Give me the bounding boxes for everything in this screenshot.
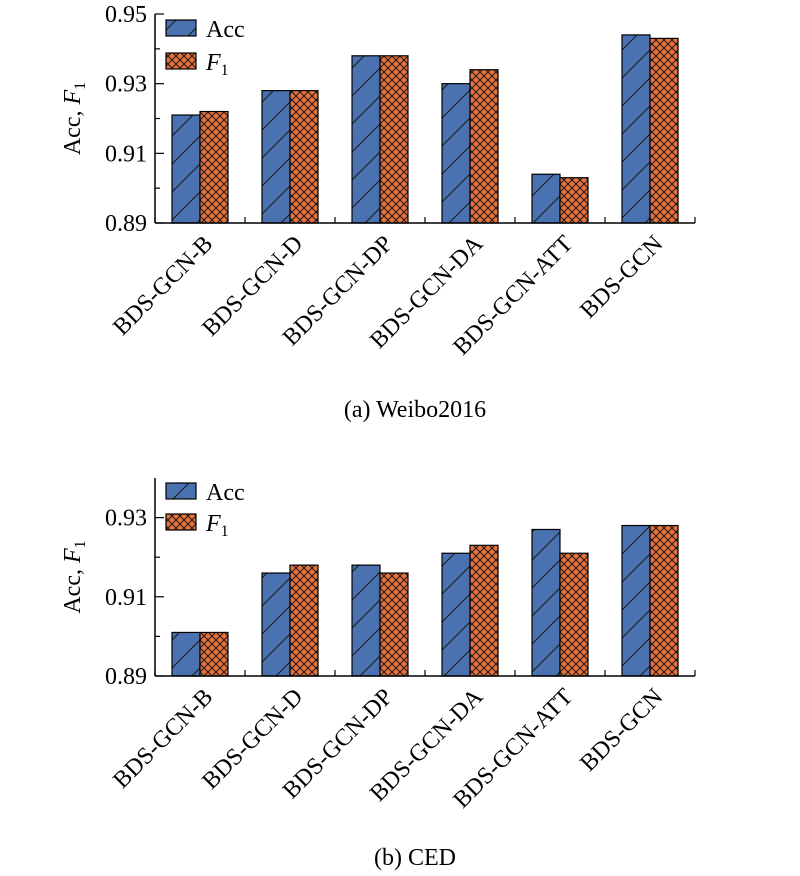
bar-acc-1 [171, 114, 201, 224]
bar-f1-5 [559, 552, 589, 677]
bar-f1-1 [199, 631, 229, 677]
legend-label-acc: Acc [206, 17, 245, 43]
bar-f1-3 [379, 55, 409, 224]
y-axis-label: Acc, F1 [60, 540, 89, 613]
legend-label-f1: F1 [205, 50, 229, 79]
bar-f1-2 [289, 564, 319, 677]
y-tick-label: 0.91 [105, 585, 147, 611]
y-tick-label: 0.89 [105, 211, 147, 237]
y-axis-label: Acc, F1 [60, 82, 89, 155]
legend-swatch-acc [165, 482, 197, 500]
bar-acc-2 [261, 90, 291, 224]
legend-swatch-f1 [165, 52, 197, 70]
bar-acc-6 [621, 34, 651, 224]
y-tick-label: 0.93 [105, 72, 147, 98]
bar-f1-6 [649, 37, 679, 224]
bar-acc-4 [441, 552, 471, 677]
y-tick-label: 0.89 [105, 664, 147, 690]
bar-f1-5 [559, 177, 589, 224]
bar-f1-1 [199, 110, 229, 224]
chart-weibo2016: BDS-GCN-BBDS-GCN-DBDS-GCN-DPBDS-GCN-DABD… [60, 2, 696, 423]
y-tick-label: 0.91 [105, 141, 147, 167]
bar-f1-4 [469, 544, 499, 677]
x-tick-label: BDS-GCN [575, 231, 668, 324]
bar-acc-5 [531, 528, 561, 677]
bar-acc-3 [351, 55, 381, 224]
bar-acc-6 [621, 524, 651, 677]
bar-f1-6 [649, 524, 679, 677]
bar-acc-4 [441, 83, 471, 224]
legend-label-acc: Acc [206, 480, 245, 506]
legend-swatch-acc [165, 19, 197, 37]
chart-caption: (b) CED [374, 845, 456, 871]
x-tick-label: BDS-GCN [575, 684, 668, 777]
bar-acc-1 [171, 631, 201, 677]
bar-f1-3 [379, 572, 409, 677]
bar-acc-3 [351, 564, 381, 677]
chart-ced: BDS-GCN-BBDS-GCN-DBDS-GCN-DPBDS-GCN-DABD… [60, 478, 696, 871]
y-tick-label: 0.95 [105, 2, 147, 28]
legend-label-f1: F1 [205, 511, 229, 540]
bar-f1-2 [289, 90, 319, 224]
y-tick-label: 0.93 [105, 506, 147, 532]
legend-swatch-f1 [165, 513, 197, 531]
bar-acc-2 [261, 572, 291, 677]
chart-caption: (a) Weibo2016 [344, 397, 486, 423]
bar-f1-4 [469, 69, 499, 224]
bar-acc-5 [531, 173, 561, 224]
